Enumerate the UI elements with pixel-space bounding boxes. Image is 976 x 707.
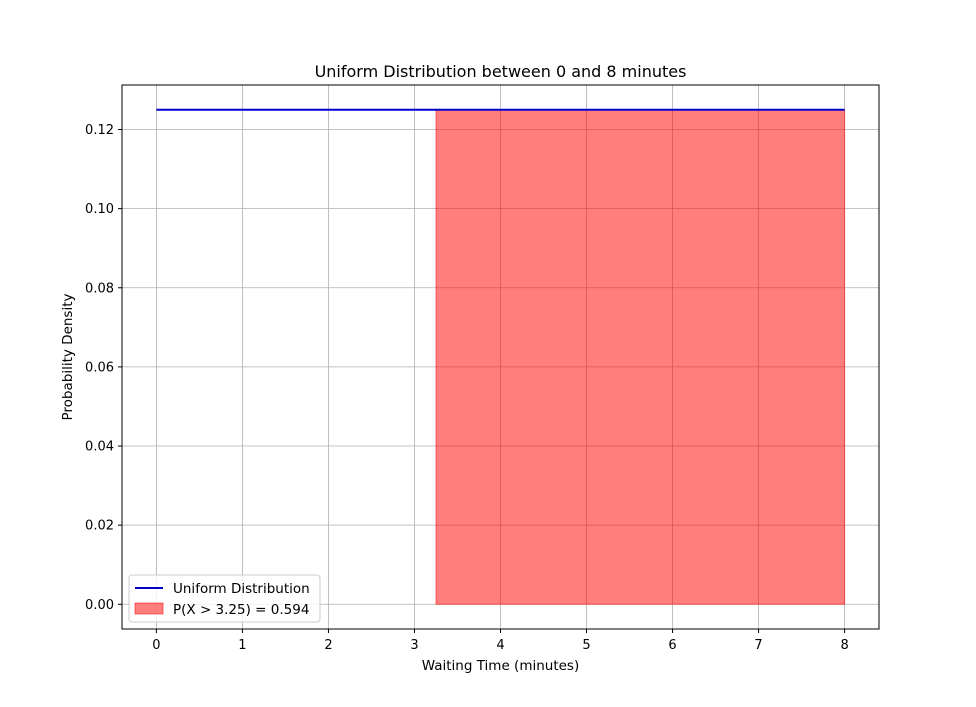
x-tick-label: 8: [840, 638, 848, 653]
y-axis-ticks: 0.00 0.02 0.04 0.06 0.08 0.10 0.12: [85, 123, 122, 613]
x-tick-label: 3: [410, 638, 418, 653]
legend-label-area: P(X > 3.25) = 0.594: [173, 602, 309, 618]
legend-box: [128, 574, 321, 623]
x-tick-label: 1: [238, 638, 246, 653]
legend-swatch-area: [134, 602, 164, 615]
x-tick-label: 7: [754, 638, 762, 653]
y-tick-label: 0.08: [85, 281, 114, 296]
legend-label-line: Uniform Distribution: [173, 581, 310, 597]
area-layer: [435, 109, 846, 605]
y-tick-label: 0.02: [85, 519, 114, 534]
x-tick-label: 0: [152, 638, 160, 653]
chart-title: Uniform Distribution between 0 and 8 min…: [315, 62, 687, 81]
y-tick-label: 0.00: [85, 598, 114, 613]
y-tick-label: 0.04: [85, 440, 114, 455]
y-axis-title: Probability Density: [60, 294, 76, 421]
probability-area: [435, 109, 846, 605]
x-tick-label: 2: [324, 638, 332, 653]
y-tick-label: 0.10: [85, 202, 114, 217]
y-tick-label: 0.06: [85, 360, 114, 375]
x-tick-label: 6: [668, 638, 676, 653]
legend: Uniform Distribution P(X > 3.25) = 0.594: [128, 574, 321, 623]
x-axis-title: Waiting Time (minutes): [422, 658, 579, 674]
y-tick-label: 0.12: [85, 123, 114, 138]
x-tick-label: 5: [582, 638, 590, 653]
x-axis-ticks: 0 1 2 3 4 5 6 7 8: [152, 629, 849, 653]
x-tick-label: 4: [496, 638, 504, 653]
